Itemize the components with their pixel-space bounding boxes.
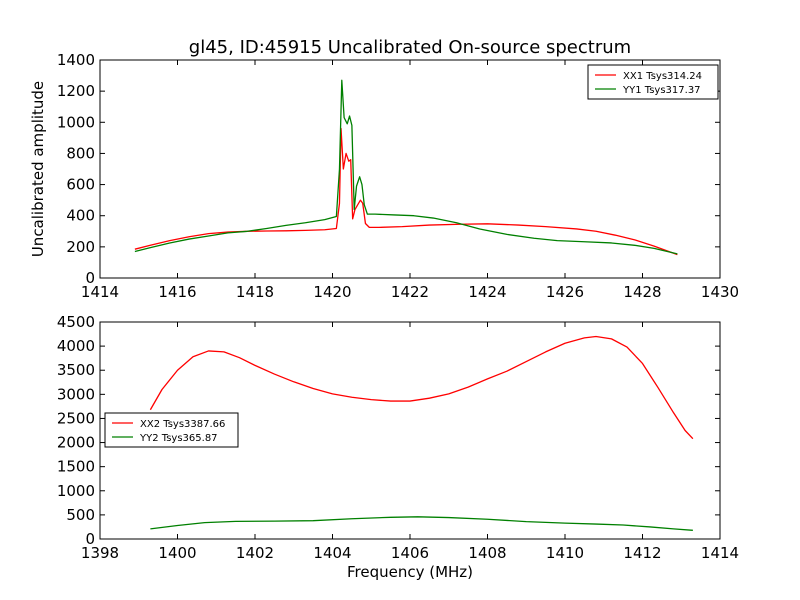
x-tick-label: 1412 bbox=[623, 544, 661, 562]
x-tick-label: 1428 bbox=[623, 283, 661, 301]
x-tick-label: 1398 bbox=[81, 544, 119, 562]
x-tick-label: 1414 bbox=[701, 544, 739, 562]
legend-label: XX1 Tsys314.24 bbox=[623, 71, 702, 82]
y-tick-label: 500 bbox=[66, 506, 95, 524]
legend-label: YY2 Tsys365.87 bbox=[139, 433, 218, 444]
x-tick-label: 1400 bbox=[158, 544, 196, 562]
legend: XX2 Tsys3387.66 YY2 Tsys365.87 bbox=[104, 412, 239, 448]
y-tick-label: 3000 bbox=[57, 385, 95, 403]
x-tick-label: 1420 bbox=[313, 283, 351, 301]
y-tick-label: 200 bbox=[66, 238, 95, 256]
x-tick-label: 1424 bbox=[468, 283, 506, 301]
y-tick-label: 4000 bbox=[57, 337, 95, 355]
y-tick-label: 400 bbox=[66, 207, 95, 225]
series-line-2 bbox=[150, 516, 693, 531]
y-tick-label: 1200 bbox=[57, 82, 95, 100]
legend-label: YY1 Tsys317.37 bbox=[622, 85, 701, 96]
y-axis-label: Uncalibrated amplitude bbox=[29, 81, 47, 257]
x-tick-label: 1406 bbox=[391, 544, 429, 562]
y-tick-label: 2000 bbox=[57, 434, 95, 452]
x-tick-label: 1408 bbox=[468, 544, 506, 562]
y-tick-label: 1400 bbox=[57, 51, 95, 69]
legend-box bbox=[104, 412, 239, 448]
y-tick-label: 3500 bbox=[57, 361, 95, 379]
y-tick-label: 1000 bbox=[57, 113, 95, 131]
y-tick-label: 800 bbox=[66, 144, 95, 162]
y-tick-label: 600 bbox=[66, 176, 95, 194]
x-tick-label: 1404 bbox=[313, 544, 351, 562]
y-tick-label: 1000 bbox=[57, 482, 95, 500]
y-tick-label: 4500 bbox=[57, 313, 95, 331]
y-tick-label: 0 bbox=[85, 269, 95, 287]
x-tick-label: 1416 bbox=[158, 283, 196, 301]
x-tick-label: 1418 bbox=[236, 283, 274, 301]
top-axes: 1414 1416 1418 1420 1422 1424 1426 1428 1430 0 200… bbox=[29, 51, 739, 301]
y-tick-label: 0 bbox=[85, 530, 95, 548]
chart-title: gl45, ID:45915 Uncalibrated On-source sp… bbox=[189, 37, 631, 58]
x-tick-label: 1426 bbox=[546, 283, 584, 301]
x-tick-label: 1422 bbox=[391, 283, 429, 301]
series-line-1 bbox=[149, 335, 694, 440]
x-tick-label: 1430 bbox=[701, 283, 739, 301]
legend: XX1 Tsys314.24 YY1 Tsys317.37 bbox=[587, 64, 719, 100]
y-tick-label: 2500 bbox=[57, 409, 95, 427]
bottom-axes: 1398 1400 1402 1404 1406 1408 1410 1412 1414 0 500… bbox=[57, 313, 739, 581]
y-tick-label: 1500 bbox=[57, 458, 95, 476]
x-tick-label: 1410 bbox=[546, 544, 584, 562]
series-line-2 bbox=[134, 79, 678, 255]
legend-label: XX2 Tsys3387.66 bbox=[140, 419, 225, 430]
x-tick-label: 1402 bbox=[236, 544, 274, 562]
x-axis-label: Frequency (MHz) bbox=[347, 563, 473, 581]
x-tick-label: 1414 bbox=[81, 283, 119, 301]
legend-box bbox=[587, 64, 719, 100]
